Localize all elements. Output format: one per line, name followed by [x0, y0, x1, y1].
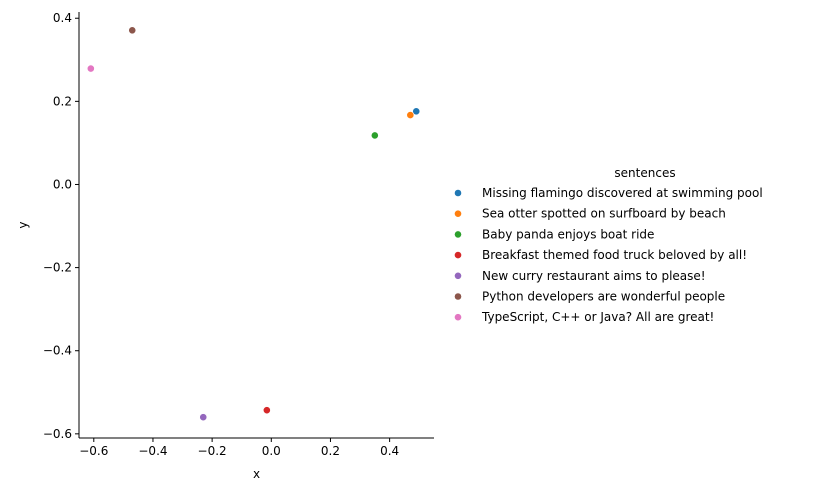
legend-entry-label: New curry restaurant aims to please!	[482, 269, 706, 283]
legend-marker	[454, 230, 462, 239]
legend-marker	[454, 292, 462, 301]
y-tick-label: −0.2	[43, 261, 72, 275]
x-tick-label: −0.6	[79, 444, 108, 458]
data-point	[199, 413, 208, 422]
data-point	[262, 406, 271, 415]
y-tick-label: 0.0	[53, 177, 72, 191]
x-tick-label: 0.0	[262, 444, 281, 458]
data-points	[86, 26, 421, 422]
legend-marker	[454, 251, 462, 259]
legend-marker	[454, 313, 462, 322]
legend-entries: Missing flamingo discovered at swimming …	[454, 186, 763, 324]
axes	[78, 12, 434, 439]
legend-marker	[454, 189, 462, 197]
data-point	[370, 131, 379, 140]
legend-entry-label: Python developers are wonderful people	[482, 290, 725, 304]
legend-entry-label: Baby panda enjoys boat ride	[482, 227, 654, 241]
legend-entry-label: Missing flamingo discovered at swimming …	[482, 186, 763, 200]
x-ticks: −0.6 −0.4 −0.2 0.0 0.2 0.4	[79, 438, 399, 458]
y-ticks: −0.6 −0.4 −0.2 0.0 0.2 0.4	[43, 11, 79, 441]
legend: sentences Missing flamingo discovered at…	[454, 166, 763, 324]
legend-title: sentences	[614, 166, 675, 180]
y-axis-label: y	[16, 221, 30, 228]
data-point	[412, 107, 421, 116]
legend-entry-label: Sea otter spotted on surfboard by beach	[482, 207, 726, 221]
data-point	[406, 111, 415, 119]
y-tick-label: 0.4	[53, 11, 72, 25]
y-tick-label: −0.4	[43, 344, 72, 358]
y-tick-label: −0.6	[43, 427, 72, 441]
legend-entry-label: TypeScript, C++ or Java? All are great!	[481, 310, 714, 324]
legend-marker	[454, 271, 462, 280]
x-axis-label: x	[253, 467, 260, 481]
x-tick-label: 0.2	[321, 444, 340, 458]
data-point	[86, 64, 95, 73]
y-tick-label: 0.2	[53, 94, 72, 108]
data-point	[128, 26, 137, 35]
legend-marker	[454, 209, 462, 218]
x-tick-label: −0.4	[138, 444, 167, 458]
x-tick-label: 0.4	[380, 444, 399, 458]
legend-entry-label: Breakfast themed food truck beloved by a…	[482, 248, 747, 262]
x-tick-label: −0.2	[198, 444, 227, 458]
